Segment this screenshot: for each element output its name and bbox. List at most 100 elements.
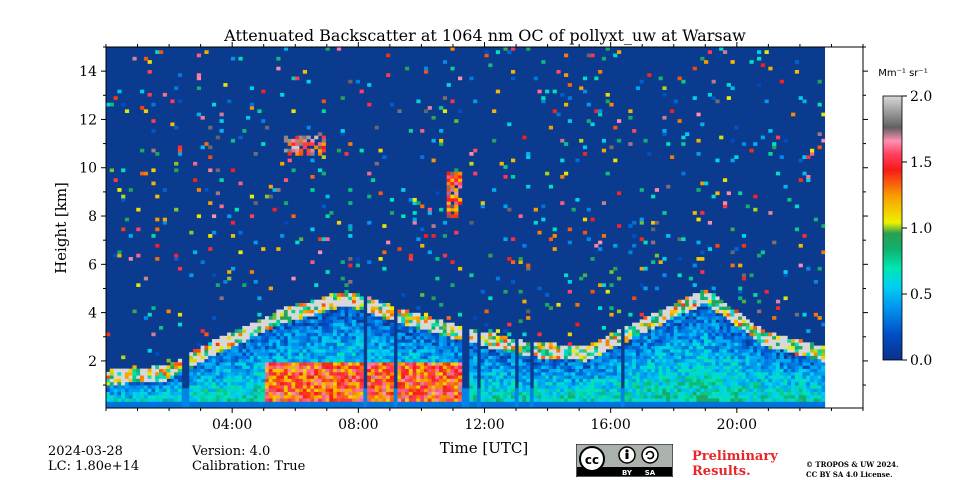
heat-cell bbox=[707, 325, 712, 330]
heat-cell bbox=[272, 401, 277, 406]
heat-cell bbox=[518, 401, 523, 406]
heat-cell bbox=[299, 309, 304, 314]
heat-cell bbox=[775, 381, 781, 386]
heat-cell bbox=[669, 339, 675, 343]
heat-cell bbox=[299, 332, 304, 337]
heat-cell bbox=[355, 378, 360, 383]
heat-cell bbox=[579, 352, 584, 356]
heat-cell bbox=[208, 348, 213, 353]
heat-cell bbox=[666, 309, 671, 314]
heat-cell bbox=[219, 119, 224, 123]
heat-cell bbox=[340, 129, 345, 133]
heat-cell bbox=[382, 342, 387, 347]
heat-cell bbox=[598, 391, 603, 396]
heat-cell bbox=[431, 234, 436, 238]
heat-cell bbox=[669, 319, 675, 324]
heat-cell bbox=[249, 106, 255, 110]
heat-cell bbox=[738, 355, 743, 360]
heat-cell bbox=[234, 394, 239, 399]
heat-cell bbox=[283, 348, 289, 353]
heat-cell bbox=[632, 385, 637, 389]
heat-cell bbox=[715, 365, 720, 370]
heat-cell bbox=[598, 112, 603, 117]
heat-cell bbox=[563, 355, 569, 360]
heat-cell bbox=[632, 352, 637, 356]
heat-cell bbox=[760, 368, 765, 373]
heat-cell bbox=[340, 302, 345, 307]
heat-cell bbox=[196, 404, 202, 409]
heat-cell bbox=[510, 76, 516, 81]
heat-cell bbox=[162, 385, 167, 389]
heat-cell bbox=[321, 342, 326, 347]
heat-cell bbox=[503, 385, 508, 389]
heat-cell bbox=[246, 391, 251, 396]
heat-cell bbox=[507, 362, 512, 366]
heat-cell bbox=[567, 398, 572, 402]
heat-cell bbox=[745, 352, 750, 356]
heat-cell bbox=[673, 381, 678, 386]
heat-cell bbox=[435, 325, 440, 330]
heat-cell bbox=[215, 355, 220, 360]
heat-cell bbox=[439, 348, 444, 353]
heat-cell bbox=[166, 358, 171, 363]
heat-cell bbox=[374, 161, 379, 166]
heat-cell bbox=[688, 312, 694, 317]
heat-cell bbox=[211, 342, 217, 347]
heat-cell bbox=[170, 388, 175, 392]
heat-cell bbox=[624, 325, 629, 330]
heat-cell bbox=[291, 352, 296, 356]
heat-cell bbox=[666, 371, 671, 376]
heat-cell bbox=[412, 348, 417, 353]
heat-cell bbox=[272, 355, 277, 360]
heat-cell bbox=[651, 391, 656, 396]
heat-cell bbox=[601, 234, 607, 238]
heat-cell bbox=[264, 394, 270, 399]
heat-cell bbox=[310, 309, 315, 314]
heat-cell bbox=[439, 302, 444, 307]
heat-cell bbox=[272, 404, 277, 409]
heat-cell bbox=[480, 355, 485, 360]
heat-cell bbox=[639, 348, 644, 353]
heat-cell bbox=[700, 270, 705, 274]
heat-cell bbox=[386, 312, 391, 317]
heat-cell bbox=[715, 404, 720, 409]
heat-cell bbox=[257, 312, 262, 317]
heat-cell bbox=[223, 401, 228, 406]
heat-cell bbox=[548, 401, 554, 406]
heat-cell bbox=[613, 388, 618, 392]
heat-cell bbox=[715, 385, 720, 389]
heat-cell bbox=[643, 345, 648, 350]
heat-cell bbox=[416, 365, 421, 370]
heat-cell bbox=[537, 332, 542, 337]
heat-cell bbox=[669, 312, 675, 317]
heat-cell bbox=[272, 339, 277, 343]
heat-cell bbox=[594, 401, 599, 406]
heat-cell bbox=[616, 388, 622, 392]
heat-cell bbox=[352, 365, 357, 370]
heat-cell bbox=[473, 398, 478, 402]
heat-cell bbox=[329, 352, 334, 356]
heat-cell bbox=[431, 381, 436, 386]
heat-cell bbox=[189, 371, 194, 376]
heat-cell bbox=[128, 388, 133, 392]
heat-cell bbox=[548, 355, 554, 360]
heat-cell bbox=[124, 217, 130, 222]
heat-cell bbox=[662, 92, 667, 97]
heat-cell bbox=[336, 319, 342, 324]
heat-cell bbox=[704, 319, 709, 324]
heat-cell bbox=[669, 388, 675, 392]
heat-cell bbox=[121, 197, 126, 202]
heat-cell bbox=[715, 309, 720, 314]
heat-cell bbox=[582, 355, 588, 360]
heat-cell bbox=[246, 335, 251, 340]
heat-cell bbox=[189, 362, 194, 366]
heat-cell bbox=[760, 345, 765, 350]
heat-cell bbox=[367, 329, 372, 333]
heat-cell bbox=[666, 368, 671, 373]
heat-cell bbox=[325, 365, 330, 370]
heat-cell bbox=[359, 296, 364, 301]
heat-cell bbox=[431, 385, 436, 389]
heat-cell bbox=[348, 306, 353, 310]
heat-cell bbox=[730, 339, 735, 343]
heat-cell bbox=[563, 381, 569, 386]
